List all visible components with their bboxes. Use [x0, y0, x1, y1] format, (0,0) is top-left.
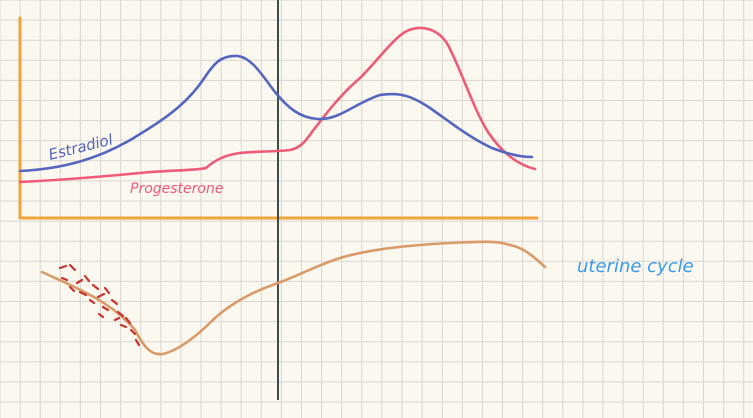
menstruation-mark	[68, 285, 76, 293]
menstruation-mark	[110, 298, 119, 306]
menstruation-mark	[58, 264, 68, 270]
menstruation-mark	[103, 286, 111, 295]
menstruation-mark	[78, 290, 88, 297]
menstruation-mark	[129, 328, 137, 336]
menstruation-mark	[119, 323, 128, 329]
menstruation-mark	[116, 310, 125, 318]
menstruation-marks	[58, 263, 141, 347]
uterine-cycle-label: uterine cycle	[577, 256, 694, 277]
progesterone-curve	[18, 26, 537, 184]
menstruation-mark	[97, 312, 105, 319]
menstruation-mark	[124, 316, 132, 325]
estradiol-label: Estradiol	[47, 130, 116, 164]
uterine-lining-curve	[40, 240, 547, 356]
menstruation-mark	[134, 338, 141, 347]
menstruation-mark	[96, 292, 106, 299]
menstruation-mark	[68, 263, 77, 272]
menstruation-mark	[83, 274, 91, 283]
progesterone-label: Progesterone	[130, 181, 223, 197]
menstruation-mark	[88, 298, 96, 305]
menstruation-mark	[75, 278, 84, 285]
menstruation-mark	[91, 283, 100, 291]
menstruation-mark	[60, 276, 69, 282]
estradiol-curve	[18, 54, 534, 173]
menstruation-mark	[101, 305, 110, 312]
menstruation-mark	[113, 316, 121, 322]
